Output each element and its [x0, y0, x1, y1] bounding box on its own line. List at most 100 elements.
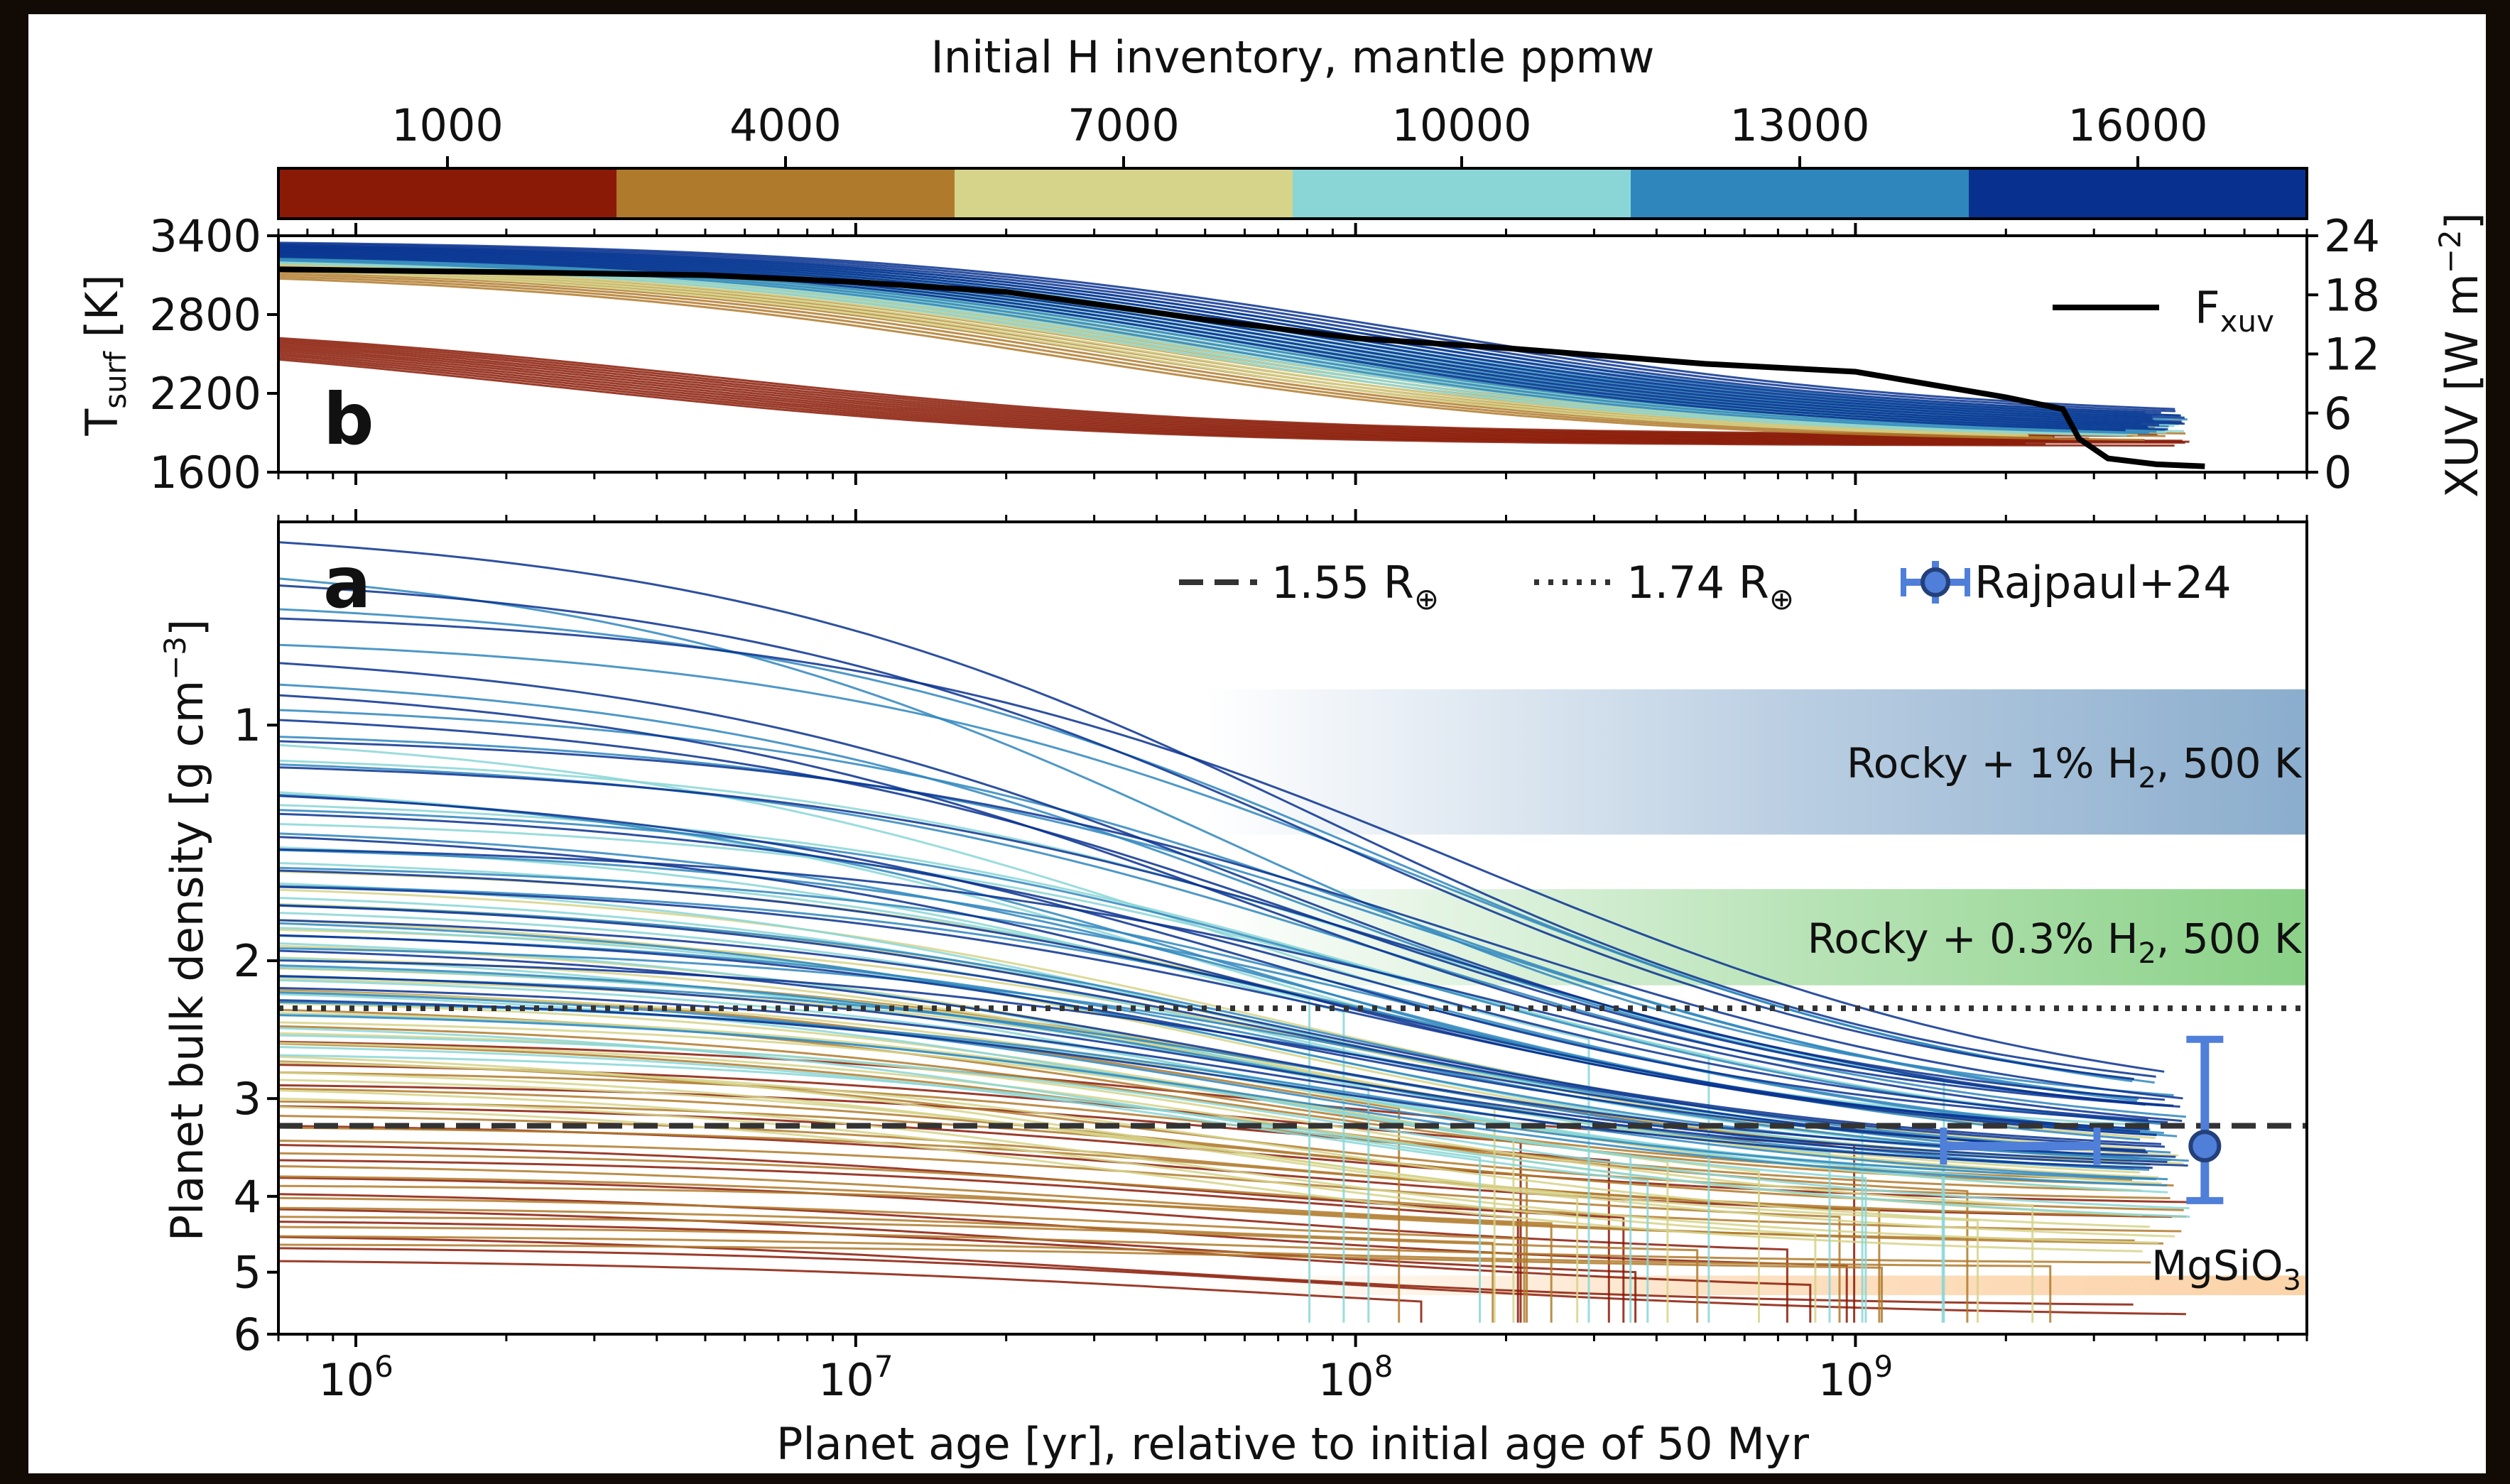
- panel-b-x-ticks: [277, 223, 2308, 485]
- band-region: [1205, 889, 2307, 986]
- band-region: [1205, 689, 2307, 835]
- panel-b-ensemble-line: [278, 245, 2181, 417]
- band-label: MgSiO3: [2151, 1241, 2301, 1297]
- panel-a-ensemble-line: [278, 1216, 1699, 1323]
- panel-a-ensemble-line: [278, 795, 2168, 1123]
- panel-a-ensemble-line: [278, 1206, 1494, 1323]
- legend-observation-marker: [1901, 561, 1970, 604]
- panel-b-ensemble-line: [278, 251, 2159, 427]
- panel-a-ensemble-line: [278, 1140, 1841, 1323]
- panel-b-ensemble-line: [278, 250, 2185, 425]
- panel-a-ytick-label: 5: [234, 1247, 261, 1299]
- panel-a-ensemble-line: [278, 999, 2153, 1169]
- panel-a-ensemble-line: [278, 1079, 2175, 1238]
- legend-fxuv-label: Fxuv: [2195, 282, 2274, 339]
- panel-a-ensemble-line: [278, 1106, 2143, 1253]
- panel-a-ensemble-line: [278, 1159, 1519, 1323]
- panel-a-ensemble-line: [278, 1165, 1553, 1323]
- colorbar-title: Initial H inventory, mantle ppmw: [931, 31, 1655, 83]
- panel-a-ensemble-line: [278, 1055, 1979, 1323]
- fxuv-line: [278, 266, 2205, 469]
- panel-a-ensemble-line: [278, 885, 2157, 1137]
- colorbar-segment: [955, 168, 1293, 219]
- panel-a-ensemble-line: [278, 719, 2174, 1107]
- band-label: Rocky + 1% H2, 500 K: [1847, 739, 2303, 795]
- colorbar-segment: [1293, 168, 1631, 219]
- panel-b-ensemble-line: [278, 241, 2175, 410]
- panel-a-ensemble-line: [278, 1054, 2190, 1218]
- panel-a-band-labels: Rocky + 1% H2, 500 K Rocky + 0.3% H2, 500…: [1808, 739, 2303, 1297]
- panel-a-xtick-label: 107: [818, 1349, 893, 1406]
- band-label: Rocky + 0.3% H2, 500 K: [1808, 915, 2303, 970]
- colorbar-segment: [1631, 168, 1970, 219]
- panel-a-ytick-label: 1: [234, 699, 261, 751]
- panel-a-ensemble-line: [278, 942, 1831, 1323]
- panel-a-ensemble-line: [278, 617, 2165, 1073]
- panel-b-ensemble-line: [278, 248, 2153, 420]
- panel-a-xtick-label: 109: [1818, 1349, 1894, 1406]
- panel-a-ensemble-line: [278, 766, 2146, 1106]
- panel-a: Rocky + 1% H2, 500 K Rocky + 0.3% H2, 500…: [158, 509, 2308, 1470]
- panel-b-ytick-label: 1600: [149, 447, 261, 498]
- panel-a-ensemble-line: [278, 1177, 1788, 1323]
- panel-b-y2tick-label: 12: [2324, 329, 2380, 381]
- panel-b-ytick-label: 2200: [149, 368, 261, 420]
- panel-a-xtick-label: 106: [318, 1349, 393, 1406]
- panel-a-ensemble-line: [278, 869, 2141, 1133]
- figure-panel: Initial H inventory, mantle ppmw 1000 400…: [28, 14, 2486, 1473]
- panel-a-ensemble-line: [278, 949, 2176, 1158]
- panel-b-ensemble-lines: [278, 241, 2190, 447]
- colorbar-segment: [1969, 168, 2308, 219]
- panel-a-ensemble-line: [278, 964, 2150, 1171]
- panel-b-y2-ticks: 24 18 12 6 0: [2307, 210, 2380, 498]
- colorbar-tick-label: 7000: [1067, 99, 1180, 151]
- panel-a-ensemble-line: [278, 848, 2183, 1123]
- panel-a-ensemble-line: [278, 1247, 2186, 1316]
- panel-b-ensemble-line: [278, 346, 2058, 441]
- panel-a-ytick-label: 4: [234, 1171, 261, 1223]
- panel-b-ytick-label: 2800: [149, 289, 261, 341]
- panel-a-ensemble-line: [278, 1027, 1481, 1323]
- panel-a-ensemble-line: [278, 1235, 2052, 1323]
- panel-a-ytick-label: 3: [234, 1073, 261, 1125]
- legend-dotted-label: 1.74 R⊕: [1626, 557, 1794, 616]
- panel-a-ensemble-line: [278, 1260, 1423, 1323]
- observation-point: [2188, 1130, 2222, 1163]
- colorbar-ticks: 1000 4000 7000 10000 13000 16000: [391, 99, 2208, 168]
- panel-b-ytick-label: 3400: [149, 210, 261, 262]
- panel-a-ensemble-line: [278, 1115, 2187, 1218]
- panel-a-ensemble-line: [278, 966, 1370, 1323]
- panel-a-ytick-label: 6: [234, 1309, 261, 1360]
- panel-a-ensemble-line: [278, 736, 2137, 1102]
- panel-a-ensemble-line: [278, 1061, 2150, 1228]
- panel-b-legend: Fxuv: [2053, 282, 2274, 339]
- panel-b-y2tick-label: 0: [2324, 447, 2352, 498]
- panel-a-ensemble-line: [278, 947, 2189, 1162]
- panel-b-ensemble-line: [278, 243, 2175, 413]
- panel-a-ensemble-line: [278, 1226, 2151, 1264]
- panel-a-ensemble-line: [278, 1152, 2182, 1233]
- panel-b-ensemble-line: [278, 269, 2029, 437]
- panel-b-ensemble-line: [278, 244, 2161, 414]
- panel-b-ensemble-line: [278, 254, 2168, 431]
- panel-a-ensemble-line: [278, 1144, 1625, 1323]
- panel-a-ensemble-line: [278, 812, 2148, 1121]
- panel-a-ensemble-line: [278, 1243, 1883, 1323]
- legend-dashed-label: 1.55 R⊕: [1271, 557, 1439, 616]
- legend-observation-label: Rajpaul+24: [1974, 557, 2232, 609]
- panel-a-frame: [277, 520, 2308, 1336]
- colorbar-frame: [277, 167, 2308, 220]
- panel-b-ensemble-line: [278, 258, 2157, 433]
- panel-a-ensemble-line: [278, 541, 2156, 1078]
- panel-b-ensemble-line: [278, 268, 2028, 435]
- panel-b-ensemble-line: [278, 261, 2127, 437]
- panel-b-ylabel: Tsurf [K]: [76, 274, 133, 436]
- panel-a-ensemble-line: [278, 662, 2166, 1101]
- panel-a-ensemble-line: [278, 979, 2133, 1186]
- panel-b-y-ticks: 3400 2800 2200 1600: [149, 210, 278, 498]
- panel-a-ensemble-line: [278, 959, 2148, 1154]
- panel-a-ensemble-line: [278, 975, 2168, 1163]
- panel-a-ytick-label: 2: [234, 935, 261, 987]
- panel-b-ensemble-line: [278, 275, 2053, 439]
- colorbar-tick-label: 16000: [2068, 99, 2207, 151]
